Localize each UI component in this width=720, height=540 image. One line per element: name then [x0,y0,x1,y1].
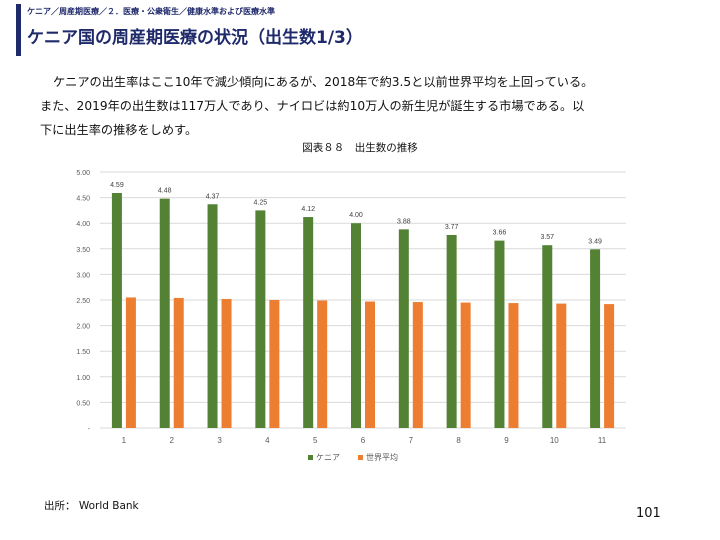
bar-kenya [494,240,505,428]
y-tick-label: 4.50 [76,196,90,203]
bar-kenya [398,229,409,428]
bar-world-average [556,303,567,428]
body-line-3: 下に出生率の推移をしめす。 [40,123,198,137]
legend-swatch-kenya [308,455,313,460]
bar-world-average [412,302,423,428]
data-label: 3.77 [445,224,459,231]
data-label: 4.48 [158,188,172,195]
bar-world-average [508,303,519,428]
legend-swatch-world-average [358,455,363,460]
x-tick-label: 11 [598,436,607,445]
data-label: 4.59 [110,182,124,189]
x-tick-label: 7 [409,436,414,445]
source-note: 出所： World Bank [44,500,139,512]
x-tick-label: 8 [456,436,461,445]
x-tick-label: 5 [313,436,318,445]
bar-world-average [269,300,280,428]
x-tick-label: 6 [361,436,366,445]
breadcrumb: ケニア／周産期医療／２．医療・公衆衛生／健康水準および医療水準 [27,7,275,16]
bar-kenya [590,249,601,428]
bar-world-average [317,300,328,428]
bar-world-average [173,297,184,428]
bar-kenya [303,217,314,428]
bar-kenya [446,234,457,428]
data-label: 3.57 [540,234,554,241]
x-tick-label: 4 [265,436,270,445]
x-tick-label: 9 [504,436,509,445]
data-label: 3.66 [493,230,507,237]
data-label: 4.37 [206,193,220,200]
bar-kenya [351,223,361,428]
x-tick-label: 1 [122,436,127,445]
y-tick-label: 2.00 [76,324,90,331]
bar-kenya [542,245,553,428]
data-label: 3.88 [397,218,411,225]
legend-label-world-average: 世界平均 [366,452,398,462]
y-tick-label: 5.00 [76,170,90,177]
bar-world-average [604,304,615,428]
data-label: 3.49 [588,238,602,245]
y-tick-label: 2.50 [76,298,90,305]
body-line-1: ケニアの出生率はここ10年で減少傾向にあるが、2018年で約3.5と以前世界平均… [53,75,594,89]
bar-kenya [255,210,266,428]
bar-kenya [159,198,170,428]
body-line-2: また、2019年の出生数は117万人であり、ナイロビは約10万人の新生児が誕生す… [40,99,585,113]
data-label: 4.25 [254,199,268,206]
legend-label-kenya: ケニア [316,453,340,462]
bar-kenya [207,204,218,428]
figure-caption: 図表８８ 出生数の推移 [302,142,418,154]
bar-world-average [460,302,471,428]
page-number: 101 [636,506,661,521]
y-tick-label: - [88,426,91,433]
x-tick-label: 2 [170,436,175,445]
data-label: 4.12 [301,206,315,213]
bar-world-average [125,297,136,428]
bar-kenya [111,192,122,428]
y-tick-label: 3.00 [76,272,90,279]
x-tick-label: 10 [550,436,559,445]
body-paragraph: ケニアの出生率はここ10年で減少傾向にあるが、2018年で約3.5と以前世界平均… [40,70,680,142]
y-tick-label: 4.00 [76,221,90,228]
page-title: ケニア国の周産期医療の状況（出生数1/3） [27,28,363,48]
bar-world-average [221,298,232,428]
y-tick-label: 1.50 [76,349,90,356]
y-tick-label: 1.00 [76,375,90,382]
y-tick-label: 0.50 [76,400,90,407]
bar-world-average [365,301,375,428]
data-label: 4.00 [349,212,363,219]
title-accent-bar [16,4,21,56]
y-tick-label: 3.50 [76,247,90,254]
x-tick-label: 3 [217,436,222,445]
